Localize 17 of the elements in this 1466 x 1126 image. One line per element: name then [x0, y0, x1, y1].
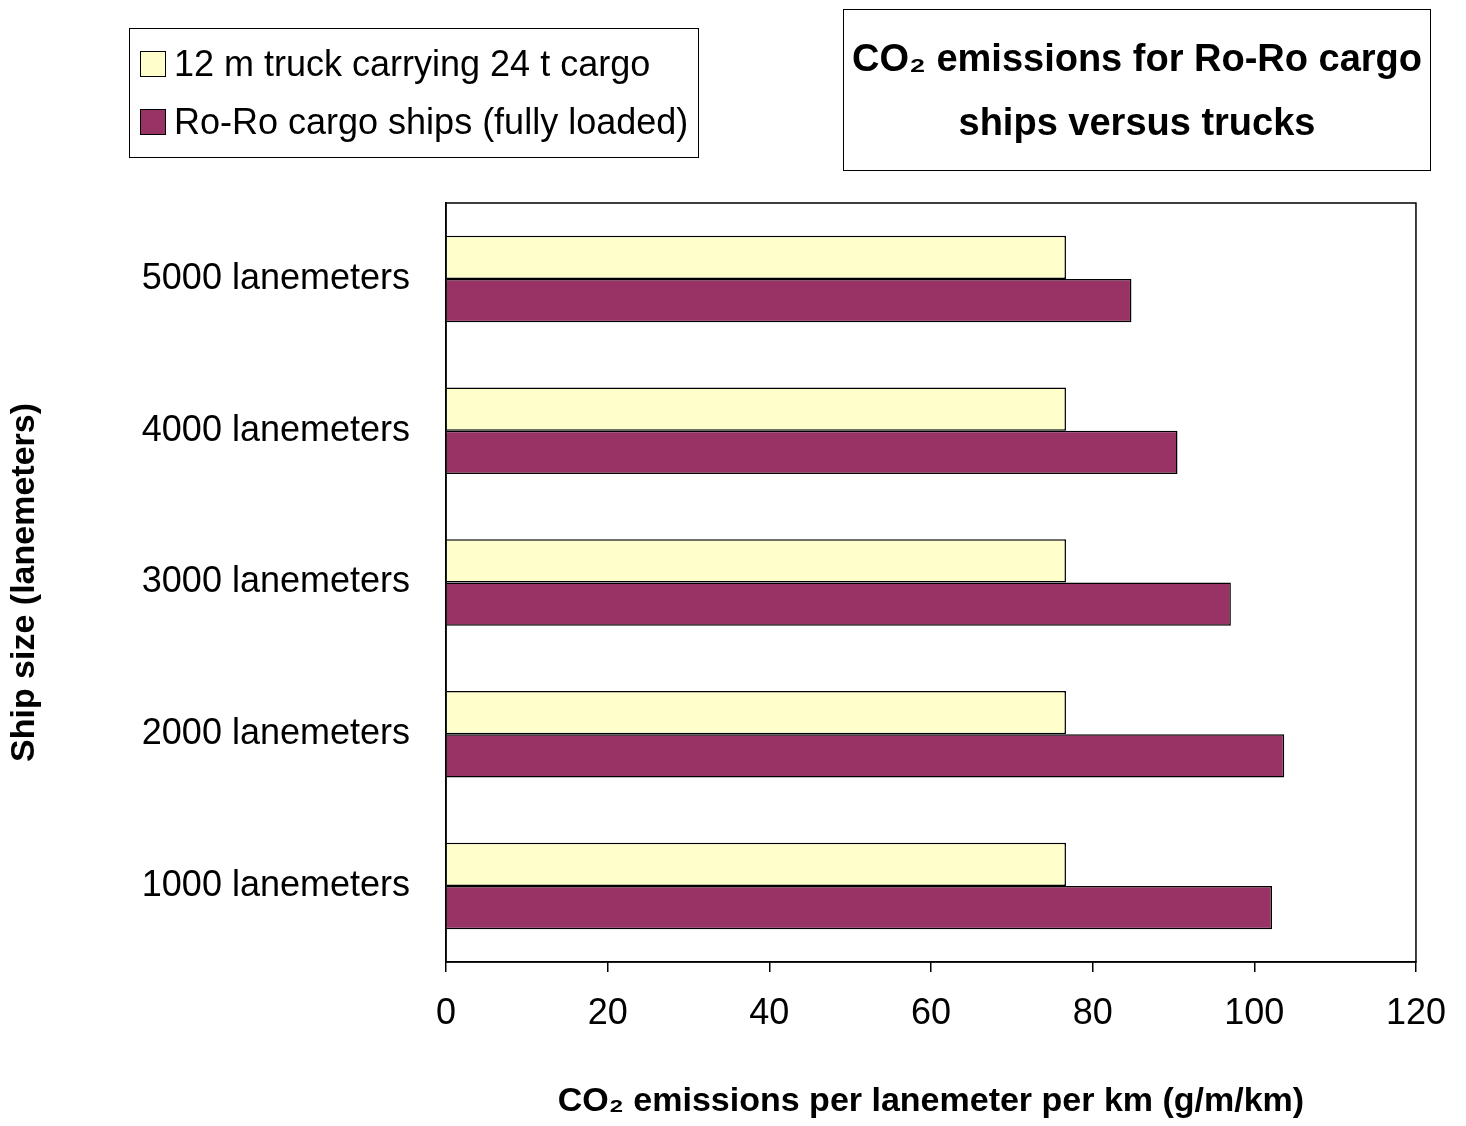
- x-tick-label: 40: [749, 990, 790, 1032]
- y-tick-label: 5000 lanemeters: [141, 255, 410, 297]
- x-tick-label: 120: [1385, 990, 1447, 1032]
- y-tick-label: 3000 lanemeters: [141, 559, 410, 601]
- x-tick-label: 20: [587, 990, 628, 1032]
- x-tick-label: 0: [435, 990, 457, 1032]
- legend-label: Ro-Ro cargo ships (fully loaded): [174, 100, 689, 144]
- y-tick-label: 1000 lanemeters: [141, 863, 410, 905]
- x-axis-title: CO₂ emissions per lanemeter per km (g/m/km): [557, 1079, 1305, 1118]
- y-tick-label: 2000 lanemeters: [141, 711, 410, 753]
- legend-label: 12 m truck carrying 24 t cargo: [174, 42, 651, 86]
- x-tick-label: 100: [1224, 990, 1285, 1032]
- x-tick-label: 80: [1072, 990, 1113, 1032]
- y-axis-title: Ship size (lanemeters): [2, 402, 41, 763]
- chart-title: CO₂ emissions for Ro-Ro cargo ships versus trucks: [843, 9, 1431, 171]
- y-tick-label: 4000 lanemeters: [141, 407, 410, 449]
- x-tick-label: 60: [910, 990, 952, 1032]
